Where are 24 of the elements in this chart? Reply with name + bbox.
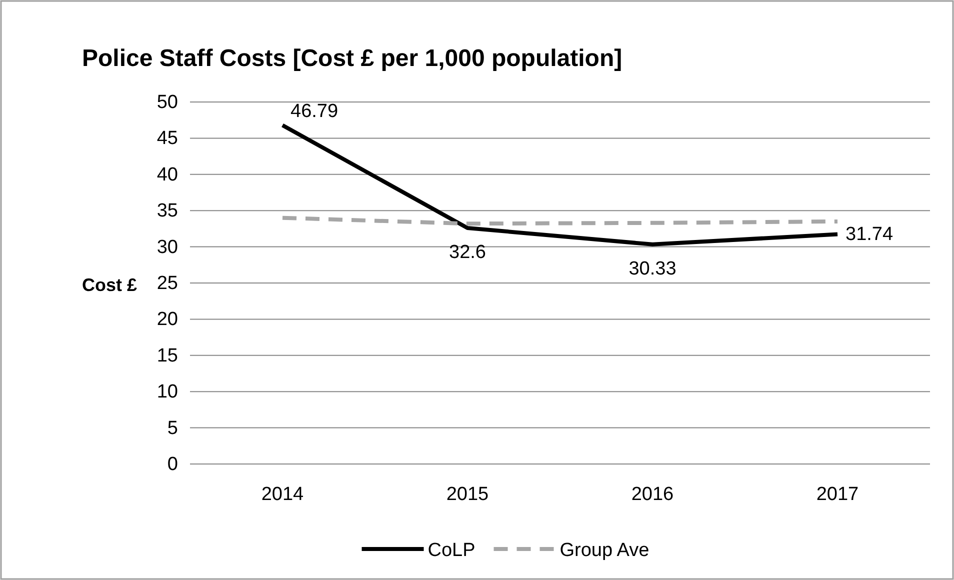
x-tick-label: 2014 bbox=[261, 484, 304, 505]
y-tick-label: 50 bbox=[156, 92, 178, 113]
y-tick-label: 0 bbox=[167, 454, 178, 475]
chart-title: Police Staff Costs [Cost £ per 1,000 population] bbox=[82, 45, 622, 72]
y-tick-label: 45 bbox=[156, 128, 178, 150]
y-tick-label: 30 bbox=[156, 236, 178, 258]
legend-label: CoLP bbox=[428, 540, 476, 561]
y-tick-label: 25 bbox=[156, 273, 178, 294]
y-tick-label: 35 bbox=[156, 200, 178, 222]
y-tick-label: 5 bbox=[167, 418, 178, 439]
data-label: 31.74 bbox=[846, 224, 894, 246]
x-tick-label: 2017 bbox=[816, 484, 859, 505]
line-series bbox=[280, 123, 840, 246]
y-axis-title: Cost £ bbox=[82, 275, 138, 295]
y-tick-label: 10 bbox=[156, 382, 178, 403]
x-tick-label: 2015 bbox=[446, 484, 489, 505]
y-tick-label: 40 bbox=[156, 164, 178, 186]
data-label: 30.33 bbox=[628, 258, 676, 280]
data-label: 46.79 bbox=[290, 101, 338, 122]
data-label: 32.6 bbox=[449, 242, 486, 263]
y-tick-label: 15 bbox=[156, 345, 178, 366]
y-tick-label: 20 bbox=[156, 309, 178, 330]
x-tick-label: 2016 bbox=[631, 484, 674, 505]
legend-label: Group Ave bbox=[560, 540, 650, 561]
